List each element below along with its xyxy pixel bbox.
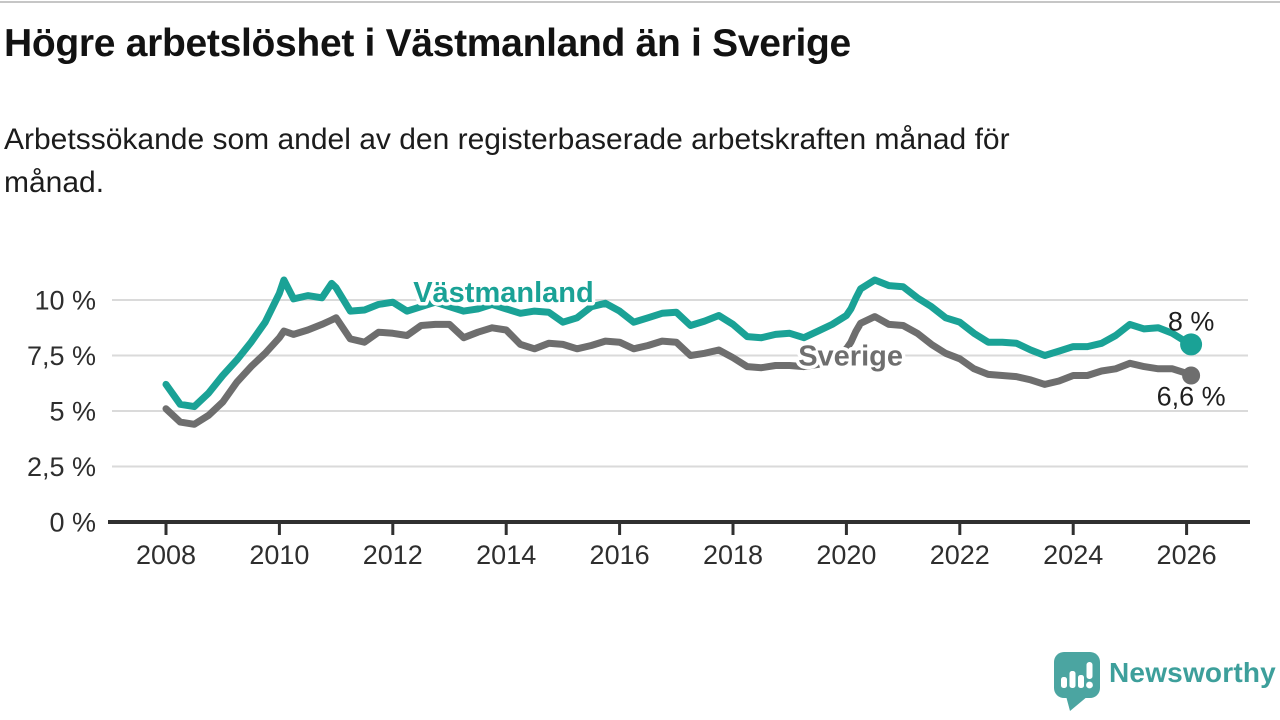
series-line-sverige [162,313,1195,428]
logo-bar-2 [1069,671,1076,688]
newsworthy-logo: Newsworthy [1054,652,1276,712]
y-tick-label: 0 % [49,508,96,538]
y-tick-label: 2,5 % [27,452,96,482]
newsworthy-logo-text: Newsworthy [1109,657,1276,688]
x-tick-label: 2020 [816,540,876,570]
x-tick-label: 2018 [703,540,763,570]
end-value-label-sverige: 6,6 % [1157,382,1226,412]
newsworthy-logo-icon [1054,652,1100,711]
x-tick-label: 2024 [1043,540,1103,570]
logo-bubble-tail [1066,696,1088,711]
chart-subtitle-line-2: månad. [4,166,105,199]
end-value-label-vastmanland: 8 % [1168,306,1215,336]
chart-subtitle: Arbetssökande som andel av den registerb… [4,118,1010,204]
x-tick-label: 2022 [930,540,990,570]
y-tick-label: 5 % [49,397,96,427]
x-tick-label: 2012 [363,540,423,570]
logo-bar-3 [1078,675,1084,688]
logo-exclamation-bar [1086,662,1093,679]
series-line-vastmanland [162,276,1195,411]
series-end-dot-sverige [1182,366,1201,385]
x-tick-label: 2010 [249,540,309,570]
x-tick-label: 2008 [136,540,196,570]
series-end-dot-vastmanland [1180,333,1203,356]
x-tick-label: 2026 [1157,540,1217,570]
y-tick-label: 10 % [34,286,96,316]
y-tick-label: 7,5 % [27,341,96,371]
logo-bubble-shape [1054,652,1100,698]
series-label-sverige: Sverige [798,341,903,373]
chart-subtitle-line-1: Arbetssökande som andel av den registerb… [4,123,1010,156]
series-label-vastmanland: Västmanland [413,277,594,309]
x-tick-label: 2016 [590,540,650,570]
logo-bar-1 [1061,677,1067,688]
x-tick-label: 2014 [476,540,536,570]
top-border [0,1,1280,3]
logo-exclamation-dot [1086,681,1093,689]
chart-title: Högre arbetslöshet i Västmanland än i Sv… [4,22,851,65]
